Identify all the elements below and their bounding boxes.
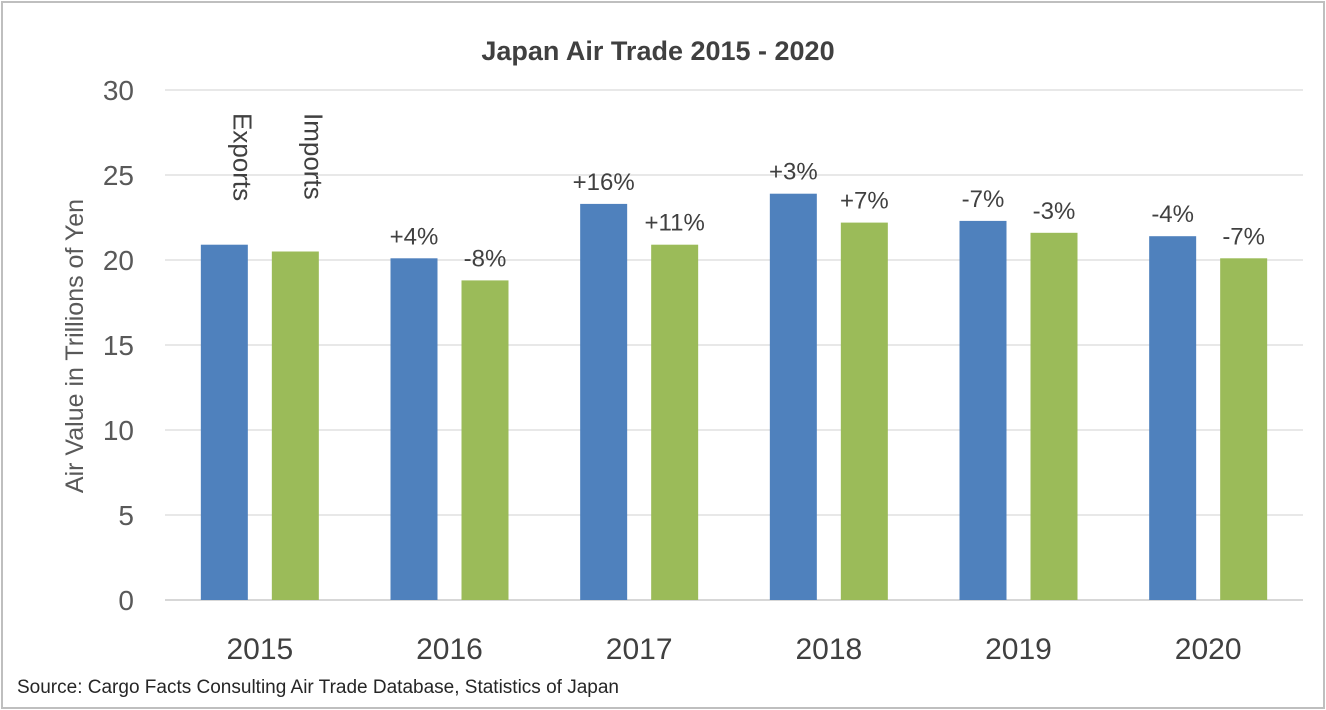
bar-imports-2017 bbox=[651, 244, 699, 600]
y-tick-label: 5 bbox=[118, 500, 134, 531]
y-tick-label: 25 bbox=[103, 160, 134, 191]
y-tick-label: 30 bbox=[103, 75, 134, 106]
x-axis-ticks: 2015 2016 2017 2018 2019 2020 bbox=[226, 633, 1241, 666]
bar-imports-2019 bbox=[1030, 232, 1078, 601]
bar-exports-2018 bbox=[769, 193, 817, 600]
bars bbox=[200, 193, 1268, 601]
series-labels: Exports Imports bbox=[227, 113, 328, 201]
series-label-imports: Imports bbox=[298, 113, 328, 200]
bar-exports-2016 bbox=[390, 258, 438, 600]
y-axis-ticks: 0 5 10 15 20 25 30 bbox=[103, 75, 134, 616]
y-tick-label: 20 bbox=[103, 245, 134, 276]
data-label: +7% bbox=[840, 188, 889, 215]
x-tick-label: 2016 bbox=[416, 633, 483, 666]
x-tick-label: 2018 bbox=[795, 633, 862, 666]
series-label-exports: Exports bbox=[227, 113, 257, 201]
data-label: -7% bbox=[962, 186, 1005, 213]
bar-exports-2019 bbox=[959, 220, 1007, 600]
bar-imports-2015 bbox=[271, 251, 319, 600]
data-label: +16% bbox=[573, 169, 635, 196]
bar-imports-2020 bbox=[1220, 258, 1268, 600]
data-label: -8% bbox=[464, 245, 507, 272]
chart-canvas: Japan Air Trade 2015 - 2020 0 5 10 15 20 25 30… bbox=[17, 36, 1303, 698]
y-tick-label: 10 bbox=[103, 415, 134, 446]
bar-imports-2018 bbox=[840, 222, 888, 600]
y-tick-label: 15 bbox=[103, 330, 134, 361]
gridlines bbox=[165, 89, 1303, 601]
y-axis-label: Air Value in Trillions of Yen bbox=[61, 199, 89, 493]
chart-title: Japan Air Trade 2015 - 2020 bbox=[481, 36, 834, 66]
bar-exports-2017 bbox=[580, 203, 628, 600]
data-label: +4% bbox=[390, 223, 439, 250]
bar-exports-2020 bbox=[1149, 236, 1197, 600]
data-label: -7% bbox=[1222, 223, 1265, 250]
data-label: +3% bbox=[769, 159, 818, 186]
data-labels: +4% -8% +16% +11% +3% +7% -7% -3% -4% -7% bbox=[390, 159, 1265, 273]
x-tick-label: 2020 bbox=[1175, 633, 1242, 666]
data-label: -4% bbox=[1151, 201, 1194, 228]
x-tick-label: 2019 bbox=[985, 633, 1052, 666]
data-label: +11% bbox=[645, 210, 705, 237]
x-tick-label: 2017 bbox=[606, 633, 673, 666]
bar-imports-2016 bbox=[461, 280, 509, 600]
data-label: -3% bbox=[1033, 198, 1076, 225]
y-tick-label: 0 bbox=[118, 585, 134, 616]
x-tick-label: 2015 bbox=[226, 633, 293, 666]
bar-exports-2015 bbox=[200, 244, 248, 600]
source-note: Source: Cargo Facts Consulting Air Trade… bbox=[17, 677, 619, 698]
